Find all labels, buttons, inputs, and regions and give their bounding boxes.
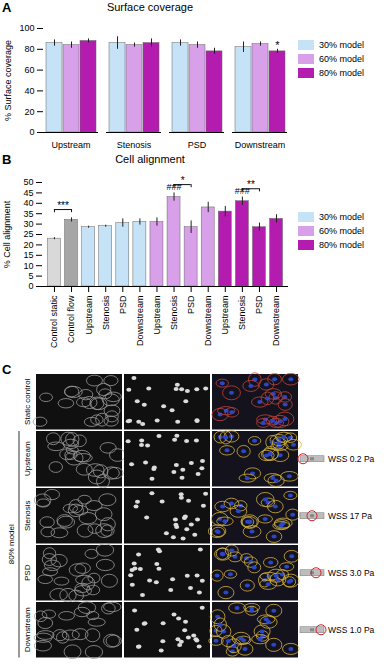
svg-text:###: ### <box>167 182 182 192</box>
svg-text:Upstream: Upstream <box>152 296 162 335</box>
svg-text:PSD: PSD <box>118 295 128 314</box>
svg-text:Upstream: Upstream <box>220 296 230 335</box>
svg-text:PSD: PSD <box>23 564 32 581</box>
svg-text:Stenosis: Stenosis <box>237 295 247 330</box>
svg-text:Control flow: Control flow <box>66 295 76 343</box>
html-text:A: A <box>2 0 12 15</box>
svg-text:0: 0 <box>28 281 33 291</box>
svg-text:Downstream: Downstream <box>271 296 281 347</box>
svg-text:35: 35 <box>23 209 33 219</box>
svg-text:60: 60 <box>24 65 34 75</box>
html-text:Cell alignment: Cell alignment <box>115 153 185 165</box>
svg-text:50: 50 <box>23 177 33 187</box>
svg-text:5: 5 <box>28 271 33 281</box>
svg-text:PSD: PSD <box>254 295 264 314</box>
svg-text:WSS 0.2 Pa: WSS 0.2 Pa <box>328 454 375 464</box>
svg-text:15: 15 <box>23 250 33 260</box>
svg-text:% Surface coverage: % Surface coverage <box>3 40 13 121</box>
svg-text:100: 100 <box>19 23 34 33</box>
svg-text:Upstream: Upstream <box>84 296 94 335</box>
html-text:60% model: 60% model <box>319 226 364 236</box>
html-text:C: C <box>2 362 12 377</box>
svg-text:Static control: Static control <box>23 378 32 424</box>
svg-text:80: 80 <box>24 44 34 54</box>
svg-text:10: 10 <box>23 261 33 271</box>
html-text:80% model: 80% model <box>319 240 364 250</box>
svg-text:40: 40 <box>23 198 33 208</box>
svg-text:Downstream: Downstream <box>203 296 213 347</box>
svg-text:45: 45 <box>23 188 33 198</box>
html-text:30% model: 30% model <box>319 40 364 50</box>
svg-text:PSD: PSD <box>188 140 207 150</box>
html-text:80% model: 80% model <box>319 68 364 78</box>
svg-text:Control static: Control static <box>49 295 59 348</box>
svg-text:40: 40 <box>24 86 34 96</box>
svg-text:Downstream: Downstream <box>23 607 32 652</box>
svg-text:25: 25 <box>23 229 33 239</box>
svg-text:WSS 1.0 Pa: WSS 1.0 Pa <box>328 625 375 635</box>
svg-text:0: 0 <box>29 127 34 137</box>
svg-text:Downstream: Downstream <box>135 296 145 347</box>
html-text:Surface coverage: Surface coverage <box>106 1 194 13</box>
html-text:60% model: 60% model <box>319 54 364 64</box>
svg-text:***: *** <box>57 200 69 211</box>
svg-text:Upstream: Upstream <box>23 441 32 476</box>
html-text:30% model: 30% model <box>319 212 364 222</box>
svg-text:Upstream: Upstream <box>51 140 90 150</box>
svg-text:Stenosis: Stenosis <box>117 140 152 150</box>
svg-text:% Cell alignment: % Cell alignment <box>2 200 12 268</box>
svg-text:WSS 17 Pa: WSS 17 Pa <box>328 511 372 521</box>
svg-text:80% model: 80% model <box>7 524 16 564</box>
html-text:B: B <box>2 152 12 167</box>
svg-text:20: 20 <box>24 107 34 117</box>
svg-text:###: ### <box>235 186 250 196</box>
svg-text:30: 30 <box>23 219 33 229</box>
svg-text:WSS 3.0 Pa: WSS 3.0 Pa <box>328 568 375 578</box>
svg-text:Stenosis: Stenosis <box>101 295 111 330</box>
svg-text:Stenosis: Stenosis <box>23 500 32 531</box>
svg-text:20: 20 <box>23 240 33 250</box>
svg-text:PSD: PSD <box>186 295 196 314</box>
svg-text:*: * <box>275 39 280 51</box>
svg-text:Downstream: Downstream <box>235 140 286 150</box>
svg-text:Stenosis: Stenosis <box>169 295 179 330</box>
